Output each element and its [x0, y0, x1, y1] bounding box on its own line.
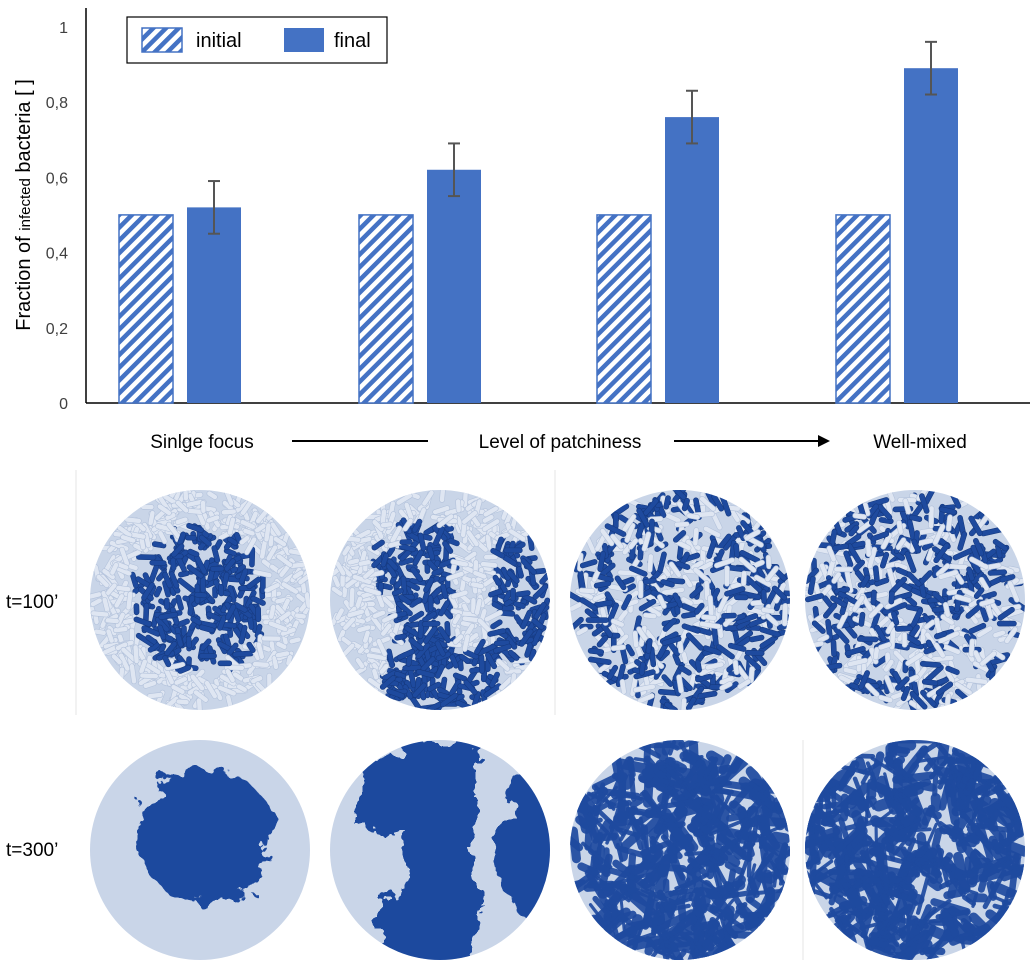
legend-label-initial: initial	[196, 30, 242, 52]
legend-swatch-initial	[141, 27, 183, 53]
error-bars	[208, 40, 937, 235]
colony-t300-well-mixed	[805, 740, 1025, 960]
y-tick-label: 0,4	[46, 246, 68, 263]
bar-final	[427, 169, 481, 403]
error-bar	[925, 40, 937, 96]
colony-t100-well-mixed	[805, 490, 1025, 710]
y-ticks: 0 0,2 0,4 0,6 0,8 1	[46, 20, 68, 413]
legend-label-final: final	[334, 30, 371, 52]
label-well-mixed: Well-mixed	[873, 432, 967, 453]
colony-t100-single-focus	[90, 490, 310, 710]
y-tick-label: 0,6	[46, 170, 68, 187]
label-single-focus: Sinlge focus	[150, 432, 254, 453]
colony-t100-patchy-1	[330, 490, 550, 710]
y-tick-label: 0,2	[46, 321, 68, 338]
colony-t300-single-focus	[90, 740, 310, 960]
error-bar	[448, 142, 460, 198]
bar-final	[665, 117, 719, 403]
bar-initial	[358, 214, 414, 404]
patchiness-axis: Sinlge focus Level of patchiness Well-mi…	[150, 432, 967, 453]
bar-final	[187, 207, 241, 403]
row-label-t100: t=100’	[6, 592, 58, 613]
legend: initial final	[126, 16, 388, 64]
colony-t100-patchy-2	[570, 490, 790, 710]
label-level-of-patchiness: Level of patchiness	[479, 432, 642, 453]
bar-initial	[118, 214, 174, 404]
colony-t300-patchy-1	[330, 740, 550, 960]
bar-final	[904, 68, 958, 403]
y-tick-label: 1	[59, 20, 68, 37]
y-tick-label: 0	[59, 396, 68, 413]
y-axis-label: Fraction of infected bacteria [ ]	[13, 79, 35, 331]
arrow-head-icon	[818, 435, 830, 447]
colony-t300-patchy-2	[570, 740, 790, 960]
bar-initial	[596, 214, 652, 404]
legend-swatch-final	[284, 28, 324, 52]
row-label-t300: t=300’	[6, 840, 58, 861]
bar-chart: 0 0,2 0,4 0,6 0,8 1 Fraction of infected bact…	[13, 8, 1030, 413]
y-tick-label: 0,8	[46, 95, 68, 112]
bars	[118, 68, 958, 404]
error-bar	[208, 180, 220, 235]
bar-initial	[835, 214, 891, 404]
error-bar	[686, 89, 698, 145]
